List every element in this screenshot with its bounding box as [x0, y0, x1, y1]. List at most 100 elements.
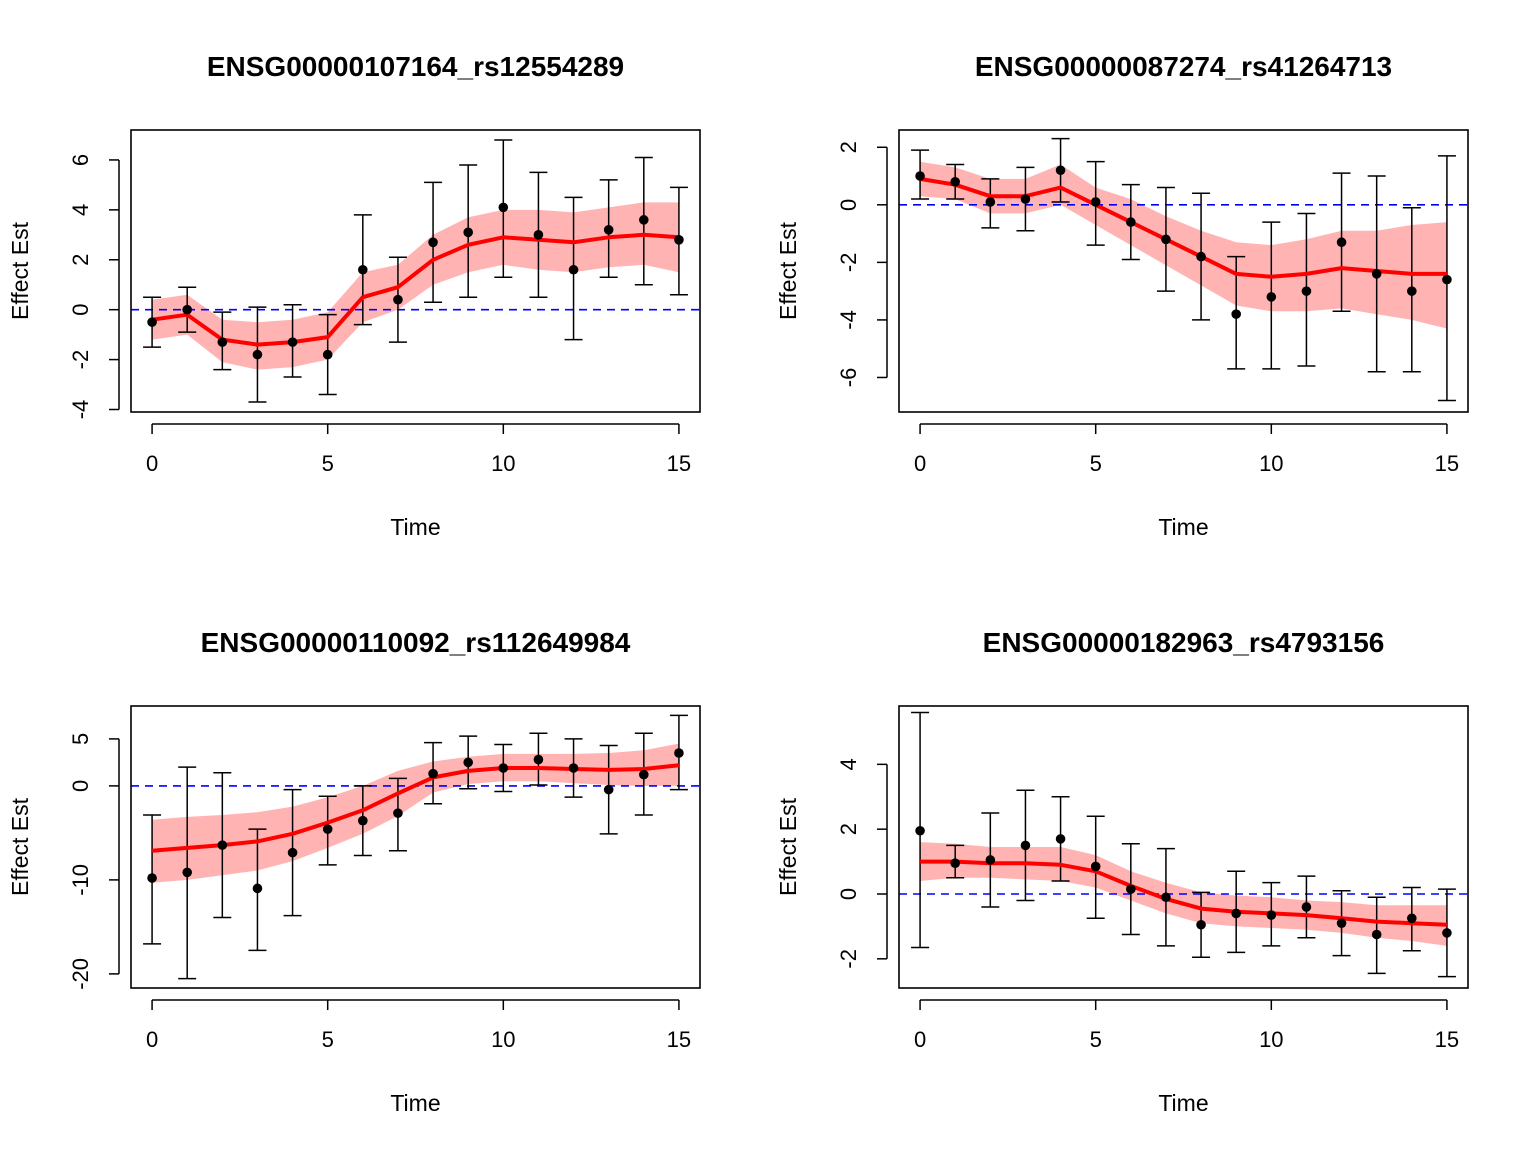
- data-point: [1442, 928, 1452, 938]
- panel-4-plot: ENSG00000182963_rs4793156 0 5 10 15 Time -2 0 2 4…: [775, 627, 1469, 1116]
- y-axis-label: Effect Est: [775, 221, 801, 320]
- fit-line: [919, 176, 1447, 279]
- plot-frame: [898, 129, 1469, 413]
- y-tick-label: -2: [68, 350, 93, 370]
- y-tick-label: -4: [836, 310, 861, 330]
- y-tick-label: 0: [836, 199, 861, 211]
- data-point: [182, 304, 192, 315]
- y-axis-label: Effect Est: [7, 797, 33, 896]
- y-tick-label: 2: [836, 141, 861, 153]
- x-axis-label: Time: [1158, 1090, 1208, 1116]
- x-tick-label: 5: [1090, 1027, 1102, 1052]
- data-point: [322, 349, 333, 360]
- data-point: [287, 847, 298, 858]
- data-point: [217, 337, 228, 347]
- panel-2-plot: ENSG00000087274_rs41264713 0 5 10 15 Time -6 -4…: [775, 51, 1469, 540]
- data-point: [322, 824, 333, 834]
- data-point: [533, 754, 544, 765]
- data-point: [498, 202, 509, 213]
- data-point: [568, 264, 579, 275]
- y-tick-label: -20: [68, 958, 93, 990]
- plot-frame: [130, 129, 701, 413]
- x-tick-label: 0: [914, 1027, 926, 1052]
- y-tick-label: 6: [68, 154, 93, 166]
- data-point: [1231, 309, 1241, 319]
- chart-title: ENSG00000087274_rs41264713: [975, 51, 1392, 82]
- x-axis-label: Time: [390, 514, 440, 540]
- data-point: [674, 748, 684, 758]
- data-point: [252, 883, 263, 894]
- data-point: [1196, 251, 1206, 262]
- y-tick-label: 2: [836, 823, 861, 835]
- panel-1-plot: ENSG00000107164_rs12554289 0 5 10 15 Time -4 -2…: [7, 51, 701, 540]
- chart-title: ENSG00000182963_rs4793156: [983, 627, 1385, 658]
- data-point: [1301, 286, 1312, 296]
- data-point: [287, 337, 298, 347]
- data-point: [428, 768, 438, 779]
- data-point: [182, 867, 192, 878]
- data-point: [498, 763, 509, 773]
- y-tick-label: 0: [836, 888, 861, 900]
- x-tick-label: 15: [667, 1027, 691, 1052]
- data-point: [1090, 197, 1101, 207]
- y-tick-label: -10: [68, 864, 93, 896]
- fit-line: [151, 232, 680, 347]
- x-axis-label: Time: [1158, 514, 1208, 540]
- x-tick-label: 0: [146, 1027, 158, 1052]
- y-tick-label: 4: [836, 758, 861, 770]
- data-point: [428, 237, 438, 248]
- x-tick-label: 0: [914, 451, 926, 476]
- data-point: [252, 349, 263, 360]
- y-tick-label: 0: [68, 304, 93, 316]
- data-point: [1266, 910, 1277, 920]
- plot-frame: [130, 705, 701, 989]
- data-point: [1266, 292, 1277, 302]
- data-point: [393, 294, 403, 305]
- confidence-band: [152, 202, 679, 370]
- x-tick-label: 5: [322, 1027, 334, 1052]
- data-point: [950, 858, 960, 869]
- y-axis-label: Effect Est: [775, 797, 801, 896]
- y-tick-label: -2: [836, 253, 861, 273]
- data-point: [1020, 840, 1031, 851]
- data-point: [1161, 234, 1171, 245]
- data-point: [393, 808, 403, 818]
- data-point: [1371, 269, 1382, 279]
- data-point: [217, 840, 228, 850]
- y-tick-label: 4: [68, 204, 93, 216]
- x-tick-label: 15: [667, 451, 691, 476]
- data-point: [1126, 217, 1136, 227]
- chart-title: ENSG00000107164_rs12554289: [207, 51, 624, 82]
- data-point: [1055, 834, 1066, 844]
- data-point: [358, 815, 368, 826]
- x-tick-label: 5: [1090, 451, 1102, 476]
- data-point: [1196, 919, 1206, 930]
- fit-line: [920, 859, 1447, 927]
- x-tick-label: 10: [1259, 1027, 1283, 1052]
- x-tick-label: 10: [491, 1027, 515, 1052]
- y-tick-label: 0: [68, 780, 93, 792]
- panel-4: ENSG00000182963_rs4793156 0 5 10 15 Time -2 0 2 4…: [768, 576, 1536, 1152]
- data-point: [463, 757, 473, 768]
- panel-3: ENSG00000110092_rs112649984 0 5 10 15 Time -20…: [0, 576, 768, 1152]
- data-point: [950, 176, 960, 187]
- panel-3-plot: ENSG00000110092_rs112649984 0 5 10 15 Time -20…: [7, 627, 701, 1116]
- data-point: [1301, 902, 1312, 912]
- data-point: [674, 235, 684, 245]
- x-axis-label: Time: [390, 1090, 440, 1116]
- y-tick-label: -4: [68, 400, 93, 420]
- data-point: [915, 171, 925, 181]
- data-point: [639, 215, 649, 225]
- x-tick-label: 15: [1435, 451, 1459, 476]
- data-point: [533, 230, 544, 240]
- x-tick-label: 15: [1435, 1027, 1459, 1052]
- x-tick-label: 5: [322, 451, 334, 476]
- data-point: [603, 225, 614, 235]
- data-point: [1407, 286, 1417, 296]
- confidence-band: [920, 161, 1447, 329]
- data-point: [358, 264, 368, 275]
- panel-2: ENSG00000087274_rs41264713 0 5 10 15 Time -6 -4…: [768, 0, 1536, 576]
- data-point: [639, 769, 649, 780]
- data-point: [1336, 237, 1347, 248]
